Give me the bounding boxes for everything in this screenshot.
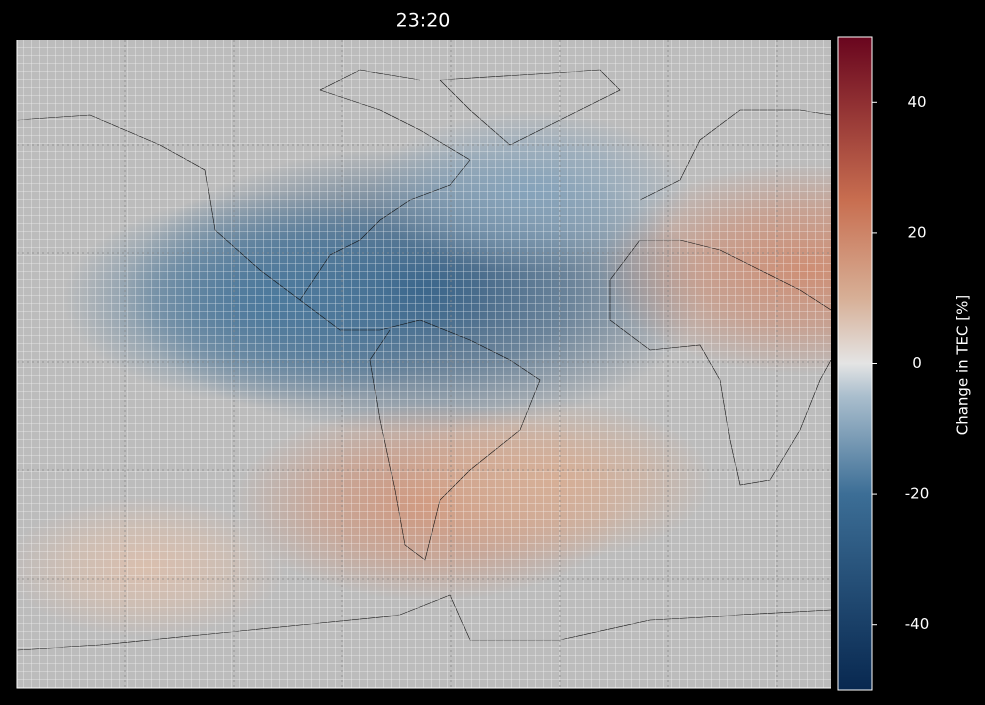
title: 23:20 <box>396 10 451 32</box>
colorbar-tick-label: 20 <box>907 223 926 241</box>
fine-grid <box>17 40 831 688</box>
colorbar-tick-label: -20 <box>905 485 930 503</box>
axes-frame <box>16 40 831 689</box>
colorbar-tick-label: -40 <box>905 615 930 633</box>
colorbar-tick-label: 40 <box>907 93 926 111</box>
colorbar-tick-label: 0 <box>912 354 922 372</box>
map <box>17 40 831 688</box>
colorbar <box>837 36 873 691</box>
graticule <box>17 40 831 688</box>
colorbar-label: Change in TEC [%] <box>954 295 972 435</box>
